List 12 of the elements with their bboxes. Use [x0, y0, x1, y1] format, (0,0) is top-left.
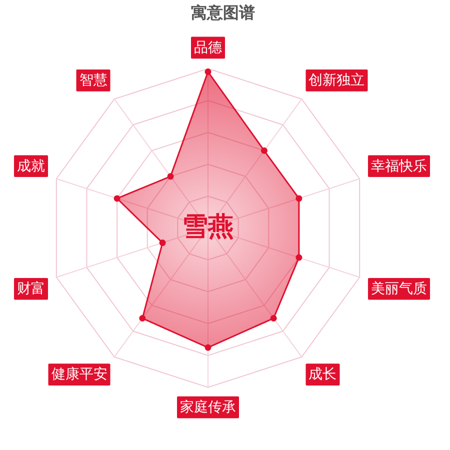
text: 雪燕 [182, 212, 234, 242]
spoke-label: 成长 [308, 366, 337, 383]
spoke-label: 健康平安 [51, 366, 108, 383]
spoke-label: 幸福快乐 [371, 158, 427, 174]
spoke-label: 财富 [17, 281, 45, 298]
chart-title: 寓意图谱 [191, 2, 255, 22]
spoke-label: 成就 [17, 158, 45, 174]
spoke-label: 智慧 [79, 72, 108, 89]
spoke-label: 创新独立 [308, 72, 365, 89]
spoke-label: 家庭传承 [180, 399, 236, 416]
spoke-label: 美丽气质 [371, 281, 427, 298]
spoke-label: 品德 [194, 40, 222, 56]
